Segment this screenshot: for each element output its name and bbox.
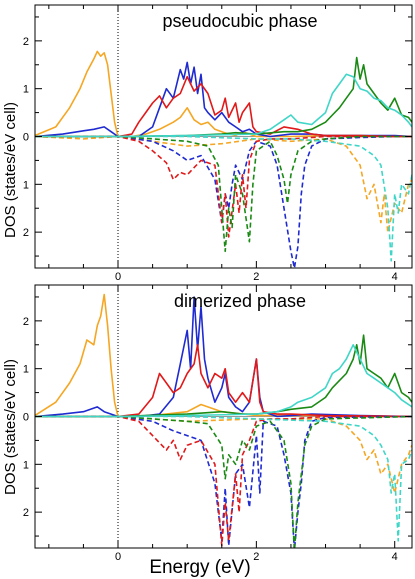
panel-title: pseudocubic phase [162,11,317,31]
x-axis-label: Energy (eV) [149,557,250,578]
dos-series-line [35,135,412,233]
dos-series-line [35,75,412,138]
panel-title: dimerized phase [174,291,306,311]
dos-series-line [35,415,412,548]
y-tick-label: 2 [23,227,29,239]
dos-series-line [35,135,412,238]
shared-y-axis-label-lower: DOS (states/eV cell) [2,359,19,495]
x-tick-label: 2 [253,551,259,563]
y-tick-label: 0 [23,132,29,144]
dos-series-line [35,296,412,418]
panel-dimerized: 0 2 4 2 1 0 1 2 dimerized phase [23,284,413,563]
y-tick-label: 1 [23,84,29,96]
dos-series-line [35,293,412,418]
dos-series-line [35,415,412,494]
y-tick-label: 1 [23,364,29,376]
shared-y-axis-label: DOS (states/eV cell) [2,102,19,238]
x-tick-label: 0 [115,271,121,283]
panel-pseudocubic: 0 2 4 2 1 0 1 2 pseudocubic phase [23,4,413,283]
dos-series-line [35,334,412,418]
y-tick-label: 2 [23,36,29,48]
y-tick-label: 1 [23,179,29,191]
dos-series-line [35,50,412,138]
x-tick-label: 4 [392,271,398,283]
x-tick-label: 0 [115,551,121,563]
y-tick-label: 2 [23,316,29,328]
dos-series-line [35,415,412,548]
dos-series-line [35,135,412,262]
x-tick-label: 2 [253,271,259,283]
y-tick-label: 0 [23,412,29,424]
dos-series-line [35,344,412,418]
dos-series-line [35,415,412,547]
dos-series-line [35,135,412,253]
dos-series-line [35,415,412,542]
y-tick-label: 1 [23,459,29,471]
dos-series-line [35,73,412,138]
dos-series-line [35,56,412,138]
dos-series-line [35,61,412,138]
dos-series-line [35,344,412,418]
x-tick-label: 4 [392,551,398,563]
y-tick-label: 2 [23,507,29,519]
dos-series-line [35,135,412,268]
